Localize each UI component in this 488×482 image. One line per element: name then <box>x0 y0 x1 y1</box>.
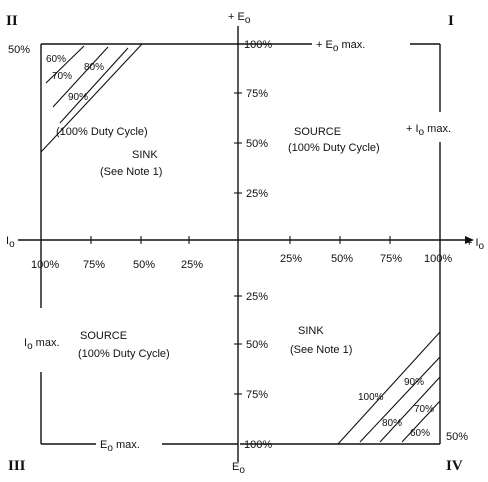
x-axis-right-label: + Io <box>466 237 485 252</box>
q4-sink-label: SINK <box>298 325 324 337</box>
q2-duty-cycle-label: (100% Duty Cycle) <box>56 126 148 138</box>
q1-source-label: SOURCE <box>294 126 341 138</box>
q3-io-max-label: Io max. <box>24 337 60 352</box>
q2-current-50-label: 50% <box>8 44 30 56</box>
q1-duty-cycle-label: (100% Duty Cycle) <box>288 142 380 154</box>
current-axis-arrow-icon <box>465 236 474 244</box>
v-tick-label-25-bottom: 25% <box>246 291 268 303</box>
y-axis-top-label: + Eo <box>228 11 251 26</box>
q1-io-max-label: + Io max. <box>406 123 451 138</box>
q4-hatch-label-90: 90% <box>404 377 424 388</box>
i-tick-label-75-right: 75% <box>380 253 402 265</box>
quadrant-iv-label: IV <box>446 458 463 474</box>
quadrant-ii-label: II <box>6 13 18 29</box>
q2-see-note-label: (See Note 1) <box>100 166 162 178</box>
q4-hatch-90 <box>359 356 441 443</box>
i-tick-label-50-left: 50% <box>133 259 155 271</box>
q4-hatch-label-70: 70% <box>414 404 434 415</box>
v-tick-label-50-bottom: 50% <box>246 339 268 351</box>
q2-hatch-60 <box>45 45 85 84</box>
q2-sink-label: SINK <box>132 149 158 161</box>
v-tick-label-50-top: 50% <box>246 138 268 150</box>
i-tick-label-25-left: 25% <box>181 259 203 271</box>
q2-hatch-label-80: 80% <box>84 62 104 73</box>
q1-eo-max-label: + Eo max. <box>316 39 365 54</box>
q3-eo-max-label: Eo max. <box>100 439 140 454</box>
quadrant-i-label: I <box>448 13 454 29</box>
q4-hatch-label-100: 100% <box>358 392 384 403</box>
i-tick-label-25-right: 25% <box>280 253 302 265</box>
v-tick-label-100-top: 100% <box>244 39 272 51</box>
q2-hatch-70 <box>52 46 109 108</box>
q3-duty-cycle-label: (100% Duty Cycle) <box>78 348 170 360</box>
i-tick-label-50-right: 50% <box>331 253 353 265</box>
q2-hatch-label-70: 70% <box>52 71 72 82</box>
q2-hatch-boundary <box>40 43 143 153</box>
x-axis-left-label: Io <box>6 235 15 250</box>
q4-current-50-label: 50% <box>446 431 468 443</box>
q4-see-note-label: (See Note 1) <box>290 344 352 356</box>
q2-hatch-label-90: 90% <box>68 92 88 103</box>
y-axis-bottom-label: Eo <box>232 461 245 476</box>
q4-hatch-80 <box>379 376 441 443</box>
v-tick-label-100-bottom: 100% <box>244 439 272 451</box>
q4-hatch-label-80: 80% <box>382 418 402 429</box>
quadrant-iii-label: III <box>8 458 26 474</box>
v-tick-label-75-bottom: 75% <box>246 389 268 401</box>
q4-hatch-70 <box>401 400 441 443</box>
v-tick-label-75-top: 75% <box>246 88 268 100</box>
q2-hatch-label-60: 60% <box>46 54 66 65</box>
q3-source-label: SOURCE <box>80 330 127 342</box>
v-tick-label-25-top: 25% <box>246 188 268 200</box>
i-tick-label-75-left: 75% <box>83 259 105 271</box>
q2-hatch-80 <box>59 47 129 124</box>
i-tick-label-100-right: 100% <box>424 253 452 265</box>
q4-hatch-label-60: 60% <box>410 428 430 439</box>
q4-hatch-boundary <box>337 331 441 445</box>
i-tick-label-100-left: 100% <box>31 259 59 271</box>
